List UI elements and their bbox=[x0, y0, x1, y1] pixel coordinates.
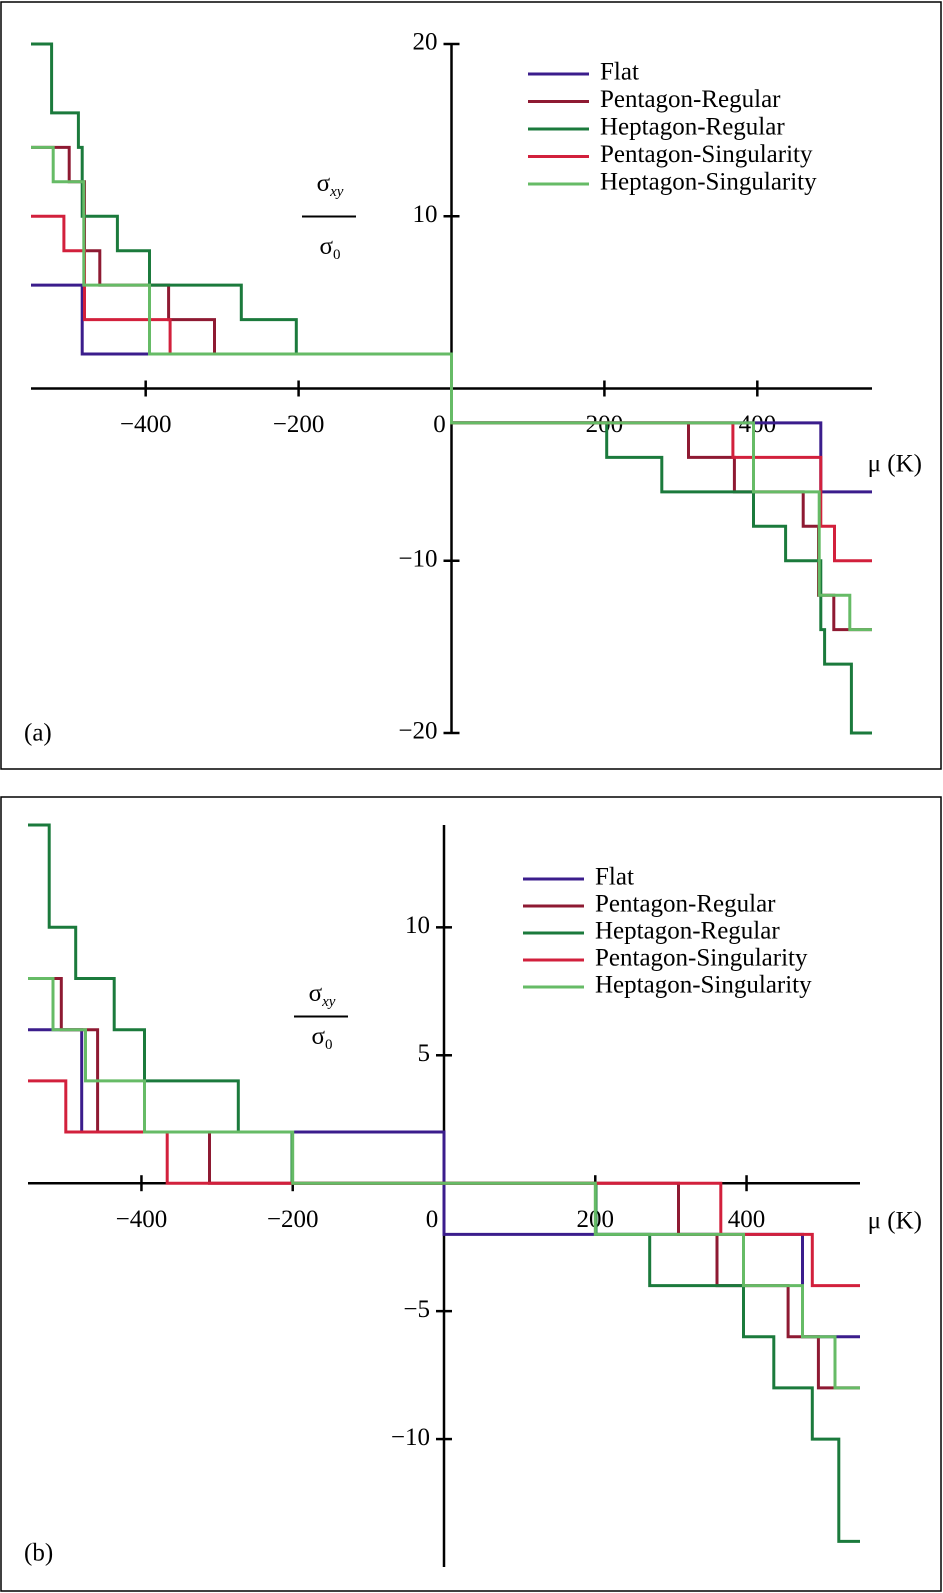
y-tick-label: 10 bbox=[405, 912, 430, 939]
x-tick-label: 0 bbox=[426, 1206, 439, 1233]
panel-label: (a) bbox=[24, 720, 52, 747]
legend-label: Pentagon-Regular bbox=[600, 86, 781, 113]
y-tick-label: 20 bbox=[413, 29, 438, 56]
y-label-symbol: σ bbox=[320, 233, 334, 260]
y-label-symbol: σ bbox=[309, 980, 323, 1007]
y-label-denominator: σ0 bbox=[312, 1023, 333, 1054]
y-tick-label: 5 bbox=[418, 1040, 431, 1067]
y-label-subscript: xy bbox=[329, 184, 344, 200]
x-tick-label: −400 bbox=[116, 1206, 168, 1233]
y-label-subscript: 0 bbox=[333, 247, 341, 263]
y-label-numerator: σxy bbox=[309, 980, 336, 1011]
legend-label: Heptagon-Singularity bbox=[600, 169, 817, 196]
x-tick-label: −400 bbox=[120, 411, 172, 438]
y-tick-label: 10 bbox=[413, 201, 438, 228]
x-label: μ (K) bbox=[868, 451, 922, 478]
y-label-denominator: σ0 bbox=[320, 233, 341, 264]
y-tick-label: −10 bbox=[391, 1424, 430, 1451]
legend-label: Flat bbox=[595, 864, 634, 891]
y-label-numerator: σxy bbox=[317, 170, 344, 201]
legend-label: Pentagon-Singularity bbox=[595, 945, 808, 972]
legend-label: Heptagon-Singularity bbox=[595, 972, 812, 999]
y-label-symbol: σ bbox=[317, 170, 331, 197]
x-tick-label: −200 bbox=[267, 1206, 319, 1233]
x-label: μ (K) bbox=[868, 1208, 922, 1235]
y-label-symbol: σ bbox=[312, 1023, 326, 1050]
legend-label: Heptagon-Regular bbox=[595, 918, 780, 945]
panel-frame bbox=[0, 796, 942, 1592]
series-line bbox=[28, 977, 860, 1390]
x-tick-label: 0 bbox=[433, 411, 446, 438]
x-tick-label: 400 bbox=[728, 1206, 766, 1233]
x-tick-label: −200 bbox=[273, 411, 325, 438]
x-tick-label: 400 bbox=[739, 411, 777, 438]
y-label-subscript: 0 bbox=[325, 1037, 333, 1053]
panel-frame bbox=[0, 1, 942, 770]
y-tick-label: −10 bbox=[398, 545, 437, 572]
panel-label: (b) bbox=[24, 1540, 53, 1567]
legend-label: Pentagon-Singularity bbox=[600, 141, 813, 168]
x-tick-label: 200 bbox=[586, 411, 624, 438]
legend-label: Pentagon-Regular bbox=[595, 891, 776, 918]
y-tick-label: −20 bbox=[398, 718, 437, 745]
y-tick-label: −5 bbox=[403, 1296, 430, 1323]
series-line bbox=[31, 145, 872, 632]
y-label-subscript: xy bbox=[321, 994, 336, 1010]
legend-label: Heptagon-Regular bbox=[600, 114, 785, 141]
legend-label: Flat bbox=[600, 59, 639, 86]
